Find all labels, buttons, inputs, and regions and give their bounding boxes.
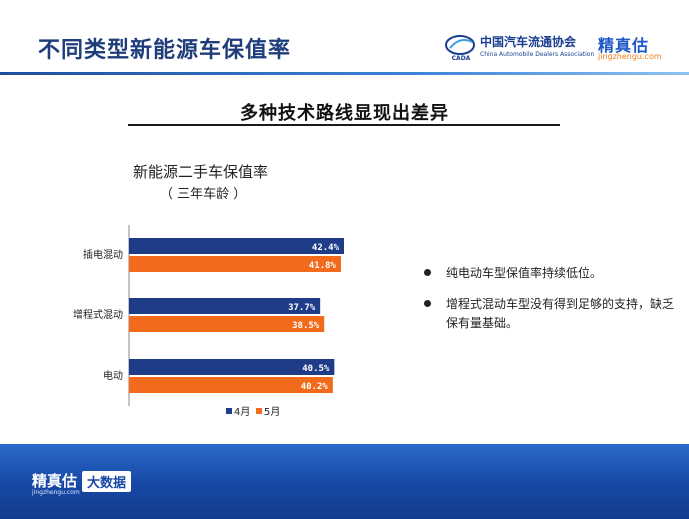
bar-value-label: 42.4% [312, 243, 340, 253]
bullet-icon [424, 300, 431, 307]
bar-value-label: 41.8% [309, 261, 337, 271]
bar [129, 316, 325, 332]
category-label: 插电混动 [83, 248, 123, 261]
bar [129, 256, 341, 272]
legend-swatch [256, 408, 262, 414]
chart-subtitle: （ 三年车龄 ） [160, 187, 247, 202]
note-text: 纯电动车型保值率持续低位。 [446, 266, 603, 280]
section-subtitle: 多种技术路线显现出差异 [240, 103, 449, 124]
brand-logo: 精真估 jingzhengu.com [598, 32, 668, 68]
bar-value-label: 40.5% [302, 364, 330, 374]
legend-label: 5月 [264, 406, 280, 418]
cada-name-cn: 中国汽车流通协会 [480, 35, 577, 49]
category-label: 电动 [103, 369, 123, 382]
bar-value-label: 38.5% [292, 321, 320, 331]
brand-url: jingzhengu.com [598, 52, 662, 61]
footer-badge: 大数据 [82, 471, 132, 492]
footer: 精真估 jingzhengu.com 大数据 [0, 444, 689, 519]
cada-mark-text: CADA [452, 55, 471, 62]
note-text: 增程式混动车型没有得到足够的支持，缺乏保有量基础。 [446, 297, 675, 330]
category-label: 增程式混动 [73, 308, 123, 321]
bar [129, 359, 335, 375]
page-title: 不同类型新能源车保值率 [38, 38, 292, 63]
legend-swatch [226, 408, 232, 414]
bar-chart: 插电混动 42.4% 41.8% 增程式混动 37.7% 38.5% 电动 40.5% 40.2… [73, 225, 344, 418]
bar-value-label: 37.7% [288, 303, 316, 313]
subtitle-underline [128, 124, 560, 126]
bar [129, 298, 321, 314]
bullet-icon [424, 269, 431, 276]
cada-logo-icon: CADA [445, 35, 475, 62]
bar [129, 377, 333, 393]
cada-name-en: China Automobile Dealers Association [480, 51, 595, 58]
note-item: 增程式混动车型没有得到足够的支持，缺乏保有量基础。 [420, 295, 675, 333]
footer-url: jingzhengu.com [32, 489, 80, 496]
chart-title: 新能源二手车保值率 [133, 163, 269, 181]
header-divider [0, 72, 689, 75]
cada-logo: CADA 中国汽车流通协会 China Automobile Dealers A… [444, 30, 594, 64]
notes-list: 纯电动车型保值率持续低位。 增程式混动车型没有得到足够的支持，缺乏保有量基础。 [420, 264, 675, 345]
brand-name: 精真估 [598, 36, 650, 55]
header: 不同类型新能源车保值率 CADA 中国汽车流通协会 China Automobi… [0, 0, 689, 72]
bar-value-label: 40.2% [301, 382, 329, 392]
note-item: 纯电动车型保值率持续低位。 [420, 264, 675, 283]
bar [129, 238, 344, 254]
legend-label: 4月 [234, 406, 250, 418]
footer-brand: 精真估 [32, 472, 78, 490]
